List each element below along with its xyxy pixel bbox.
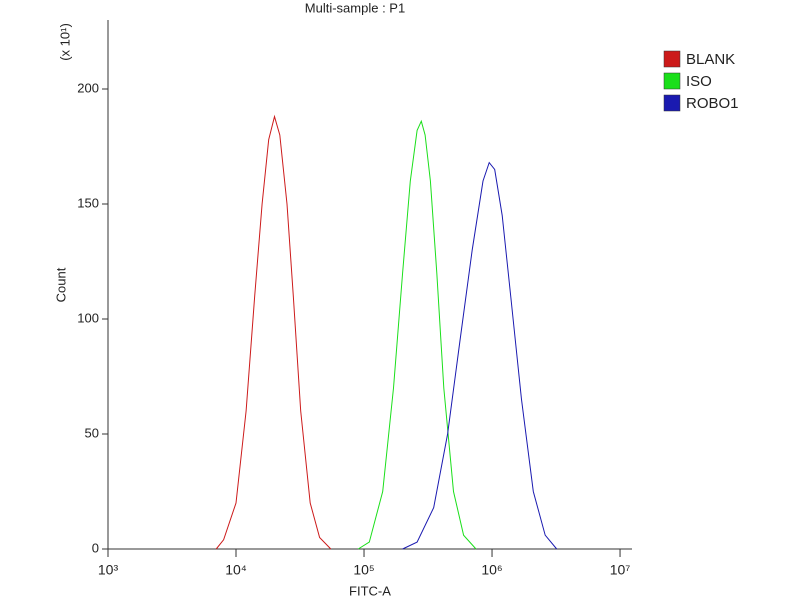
y-tick-label: 150 xyxy=(77,195,99,210)
x-tick-label: 10⁴ xyxy=(225,562,247,578)
y-tick-label: 200 xyxy=(77,80,99,95)
x-tick-label: 10⁷ xyxy=(610,562,631,578)
series-line xyxy=(357,119,477,550)
legend-label: ISO xyxy=(686,73,712,90)
y-tick-label: 100 xyxy=(77,310,99,325)
legend-label: ROBO1 xyxy=(686,95,739,112)
x-tick-label: 10⁶ xyxy=(481,562,502,578)
y-tick-label: 50 xyxy=(85,425,99,440)
legend-label: BLANK xyxy=(686,51,735,68)
x-tick-label: 10⁵ xyxy=(353,562,374,578)
legend-swatch xyxy=(663,50,681,68)
y-axis-label: Count xyxy=(53,267,68,302)
x-axis-label: FITC-A xyxy=(349,583,391,598)
legend-swatch xyxy=(663,94,681,112)
legend-swatch xyxy=(663,72,681,90)
x-tick-label: 10³ xyxy=(98,562,119,578)
y-multiplier: (x 10¹) xyxy=(57,23,72,61)
y-tick-label: 0 xyxy=(92,540,99,555)
series-line xyxy=(402,161,558,550)
chart-title: Multi-sample : P1 xyxy=(305,0,405,15)
series-line xyxy=(215,114,332,550)
